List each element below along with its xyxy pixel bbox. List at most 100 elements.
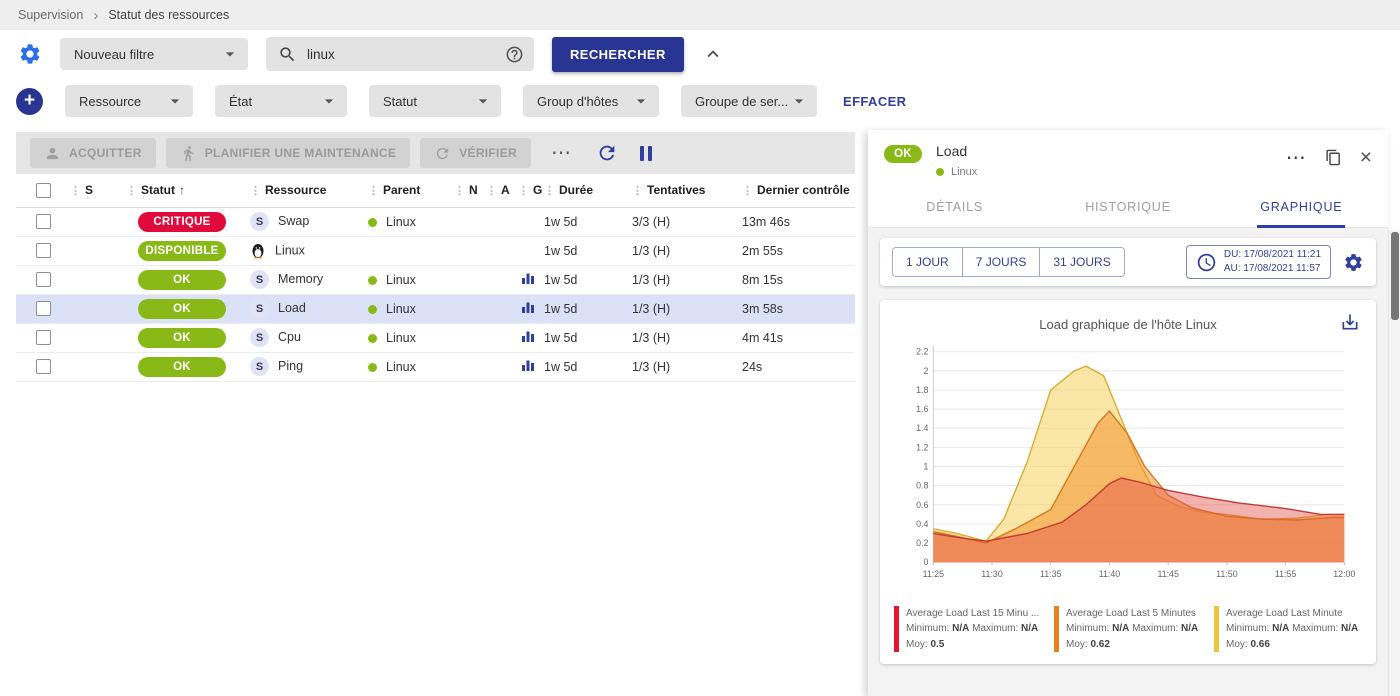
row-checkbox[interactable]: [36, 272, 51, 287]
plan-maintenance-label: PLANIFIER UNE MAINTENANCE: [205, 146, 397, 160]
criteria-status-select[interactable]: Statut: [369, 85, 501, 117]
drag-handle-icon[interactable]: ⋮: [70, 185, 81, 197]
criteria-state-select[interactable]: État: [215, 85, 347, 117]
drag-handle-icon[interactable]: ⋮: [486, 185, 497, 197]
pause-icon[interactable]: [640, 146, 652, 161]
add-criteria-button[interactable]: +: [16, 88, 43, 115]
tab-graph[interactable]: GRAPHIQUE: [1215, 187, 1388, 227]
drag-handle-icon[interactable]: ⋮: [632, 185, 643, 197]
resource-name[interactable]: Cpu: [278, 330, 301, 344]
column-header-n[interactable]: ⋮N: [448, 174, 480, 207]
collapse-filters-chevron-icon[interactable]: [702, 43, 724, 65]
column-header-a[interactable]: ⋮A: [480, 174, 512, 207]
column-header-parent[interactable]: ⋮Parent: [356, 174, 448, 207]
acknowledge-button[interactable]: ACQUITTER: [30, 138, 156, 168]
row-checkbox[interactable]: [36, 301, 51, 316]
drag-handle-icon[interactable]: ⋮: [250, 185, 261, 197]
refresh-icon[interactable]: [596, 142, 618, 164]
copy-link-icon[interactable]: [1325, 149, 1342, 166]
filter-settings-gear-icon[interactable]: [18, 42, 42, 66]
table-row[interactable]: DISPONIBLE Linux 1w 5d 1/3 (H) 2m 55s: [16, 236, 855, 265]
download-icon[interactable]: [1340, 312, 1360, 332]
caret-down-icon: [789, 91, 809, 111]
table-row[interactable]: OK SPing Linux 1w 5d 1/3 (H) 24s: [16, 352, 855, 381]
tab-history[interactable]: HISTORIQUE: [1041, 187, 1214, 227]
select-all-checkbox[interactable]: [36, 183, 51, 198]
parent-name[interactable]: Linux: [386, 331, 416, 345]
parent-name[interactable]: Linux: [386, 273, 416, 287]
host-up-dot-icon: [368, 218, 377, 227]
resource-name[interactable]: Ping: [278, 359, 303, 373]
row-checkbox[interactable]: [36, 243, 51, 258]
check-button[interactable]: VÉRIFIER: [420, 138, 531, 168]
table-row[interactable]: OK SCpu Linux 1w 5d 1/3 (H) 4m 41s: [16, 323, 855, 352]
search-input[interactable]: [307, 47, 495, 62]
resource-name[interactable]: Load: [278, 301, 306, 315]
drag-handle-icon[interactable]: ⋮: [368, 185, 379, 197]
drag-handle-icon[interactable]: ⋮: [518, 185, 529, 197]
svg-text:1: 1: [923, 461, 928, 471]
table-row[interactable]: OK SLoad Linux 1w 5d 1/3 (H) 3m 58s: [16, 294, 855, 323]
tab-details[interactable]: DÉTAILS: [868, 187, 1041, 227]
more-actions-button[interactable]: ⋯: [551, 143, 572, 163]
tries-cell: 1/3 (H): [632, 323, 742, 352]
column-header-duration[interactable]: ⋮Durée: [544, 174, 632, 207]
column-header-resource[interactable]: ⋮Ressource: [238, 174, 356, 207]
graph-settings-gear-icon[interactable]: [1343, 252, 1364, 273]
criteria-resource-select[interactable]: Ressource: [65, 85, 193, 117]
sort-ascending-icon[interactable]: ↑: [179, 183, 185, 197]
close-panel-icon[interactable]: ×: [1360, 147, 1372, 168]
table-row[interactable]: CRITIQUE SSwap Linux 1w 5d 3/3 (H) 13m 4…: [16, 207, 855, 236]
tries-cell: 1/3 (H): [632, 352, 742, 381]
range-31-days-button[interactable]: 31 JOURS: [1040, 248, 1123, 276]
status-badge: OK: [138, 357, 226, 377]
graph-icon[interactable]: [521, 329, 535, 343]
drag-handle-icon[interactable]: ⋮: [544, 185, 555, 197]
table-row[interactable]: OK SMemory Linux 1w 5d 1/3 (H) 8m 15s: [16, 265, 855, 294]
column-header-last-check[interactable]: ⋮Dernier contrôle: [742, 174, 855, 207]
parent-name[interactable]: Linux: [386, 360, 416, 374]
panel-more-button[interactable]: ⋯: [1286, 148, 1307, 168]
search-help-icon[interactable]: [505, 45, 524, 64]
custom-period-picker[interactable]: DU: 17/08/2021 11:21 AU: 17/08/2021 11:5…: [1186, 245, 1331, 279]
range-7-days-button[interactable]: 7 JOURS: [963, 248, 1041, 276]
saved-filter-select[interactable]: Nouveau filtre: [60, 38, 248, 70]
drag-handle-icon[interactable]: ⋮: [742, 185, 753, 197]
drag-handle-icon[interactable]: ⋮: [126, 185, 137, 197]
graph-icon[interactable]: [521, 271, 535, 285]
search-button[interactable]: RECHERCHER: [552, 37, 684, 72]
criteria-hostgroup-select[interactable]: Group d'hôtes: [523, 85, 659, 117]
breadcrumb-supervision[interactable]: Supervision: [18, 8, 83, 22]
service-icon: S: [250, 357, 269, 376]
row-checkbox[interactable]: [36, 330, 51, 345]
panel-scrollbar[interactable]: [1388, 230, 1400, 696]
column-header-tries[interactable]: ⋮Tentatives: [632, 174, 742, 207]
resources-table: ⋮S ⋮Statut↑ ⋮Ressource ⋮Parent ⋮N ⋮A ⋮G …: [16, 174, 855, 382]
svg-text:1.6: 1.6: [916, 404, 928, 414]
parent-name[interactable]: Linux: [386, 302, 416, 316]
status-badge: OK: [138, 299, 226, 319]
chart-legend: Average Load Last 15 Minu ... Minimum: N…: [892, 596, 1364, 657]
criteria-servicegroup-select[interactable]: Groupe de ser...: [681, 85, 817, 117]
criteria-resource-label: Ressource: [79, 94, 141, 109]
plan-maintenance-button[interactable]: PLANIFIER UNE MAINTENANCE: [166, 138, 411, 168]
clear-filters-button[interactable]: EFFACER: [843, 94, 906, 109]
row-checkbox[interactable]: [36, 359, 51, 374]
graph-icon[interactable]: [521, 300, 535, 314]
parent-name[interactable]: Linux: [386, 215, 416, 229]
resource-name[interactable]: Linux: [275, 243, 305, 257]
column-header-severity[interactable]: ⋮S: [70, 174, 126, 207]
svg-text:11:30: 11:30: [981, 569, 1003, 579]
column-header-status[interactable]: ⋮Statut↑: [126, 174, 238, 207]
column-header-g[interactable]: ⋮G: [512, 174, 544, 207]
range-1-day-button[interactable]: 1 JOUR: [893, 248, 963, 276]
search-box[interactable]: [266, 37, 534, 71]
drag-handle-icon[interactable]: ⋮: [454, 185, 465, 197]
row-checkbox[interactable]: [36, 214, 51, 229]
scrollbar-thumb[interactable]: [1391, 232, 1399, 320]
resource-name[interactable]: Memory: [278, 272, 323, 286]
duration-cell: 1w 5d: [544, 323, 632, 352]
breadcrumb-resources-status[interactable]: Statut des ressources: [108, 8, 229, 22]
resource-name[interactable]: Swap: [278, 214, 309, 228]
graph-icon[interactable]: [521, 358, 535, 372]
